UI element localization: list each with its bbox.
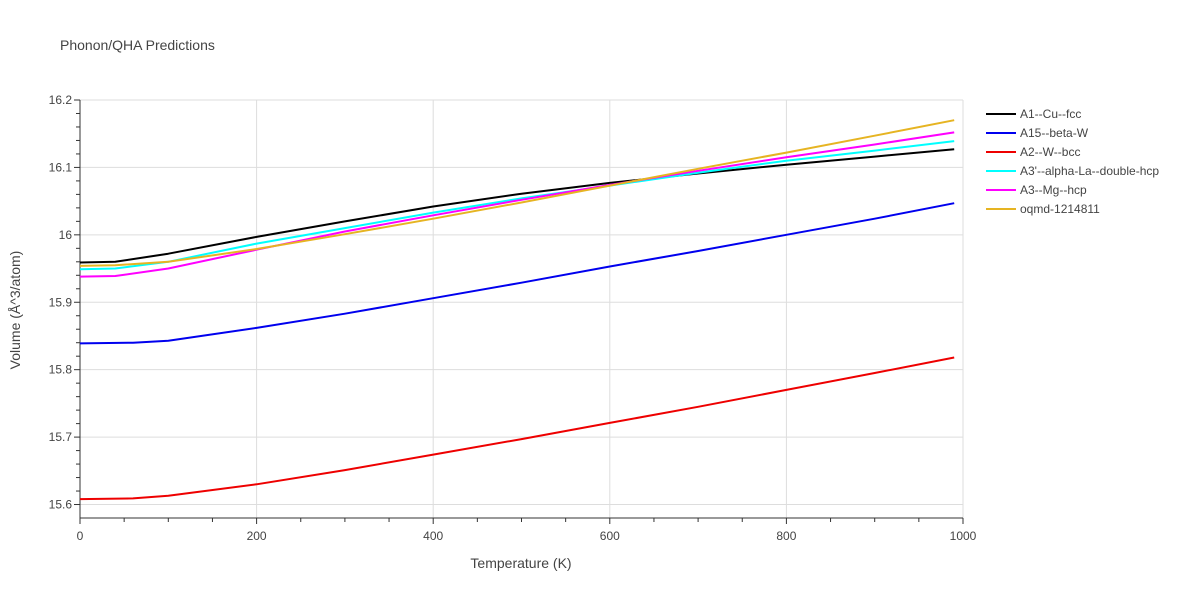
y-tick-label: 16 <box>59 228 73 242</box>
x-axis-label: Temperature (K) <box>470 555 571 571</box>
y-tick-label: 15.6 <box>49 498 73 512</box>
series-line-a15-beta-w <box>79 202 955 345</box>
legend-label: oqmd-1214811 <box>1020 202 1100 216</box>
legend-label: A15--beta-W <box>1020 126 1089 140</box>
x-tick-label: 400 <box>423 529 443 543</box>
legend-item[interactable]: oqmd-1214811 <box>986 202 1100 216</box>
y-tick-label: 15.9 <box>49 295 73 309</box>
legend-label: A3'--alpha-La--double-hcp <box>1020 164 1159 178</box>
tick-labels: 0 200 400 600 800 1000 15.6 15.7 15.8 15.9 16 16.1 1… <box>49 93 977 543</box>
legend-label: A1--Cu--fcc <box>1020 107 1081 121</box>
series-line-a3-mg-hcp <box>79 131 955 278</box>
series-line-a3-alpha-la-double-hcp <box>79 140 955 271</box>
y-axis-label: Volume (Å^3/atom) <box>7 251 23 370</box>
y-tick-label: 15.7 <box>49 430 73 444</box>
chart-title: Phonon/QHA Predictions <box>60 37 215 53</box>
legend-item[interactable]: A1--Cu--fcc <box>986 107 1081 121</box>
legend-item[interactable]: A2--W--bcc <box>986 145 1080 159</box>
y-tick-label: 16.1 <box>49 160 73 174</box>
x-tick-label: 1000 <box>950 529 977 543</box>
x-tick-label: 200 <box>247 529 267 543</box>
series-line-a1-cu-fcc <box>79 148 955 264</box>
legend-item[interactable]: A15--beta-W <box>986 126 1089 140</box>
legend-label: A2--W--bcc <box>1020 145 1080 159</box>
y-tick-label: 15.8 <box>49 363 73 377</box>
grid-lines <box>80 99 964 518</box>
x-tick-label: 600 <box>600 529 620 543</box>
series-lines <box>79 119 955 501</box>
legend-item[interactable]: A3'--alpha-La--double-hcp <box>986 164 1159 178</box>
x-tick-label: 0 <box>77 529 84 543</box>
legend-item[interactable]: A3--Mg--hcp <box>986 183 1087 197</box>
legend-label: A3--Mg--hcp <box>1020 183 1087 197</box>
x-tick-label: 800 <box>776 529 796 543</box>
y-tick-label: 16.2 <box>49 93 73 107</box>
series-line-oqmd-1214811 <box>79 119 955 267</box>
axes <box>74 99 964 524</box>
series-line-a2-w-bcc <box>79 356 955 501</box>
legend: A1--Cu--fcc A15--beta-W A2--W--bcc A3'--alp… <box>986 107 1159 216</box>
